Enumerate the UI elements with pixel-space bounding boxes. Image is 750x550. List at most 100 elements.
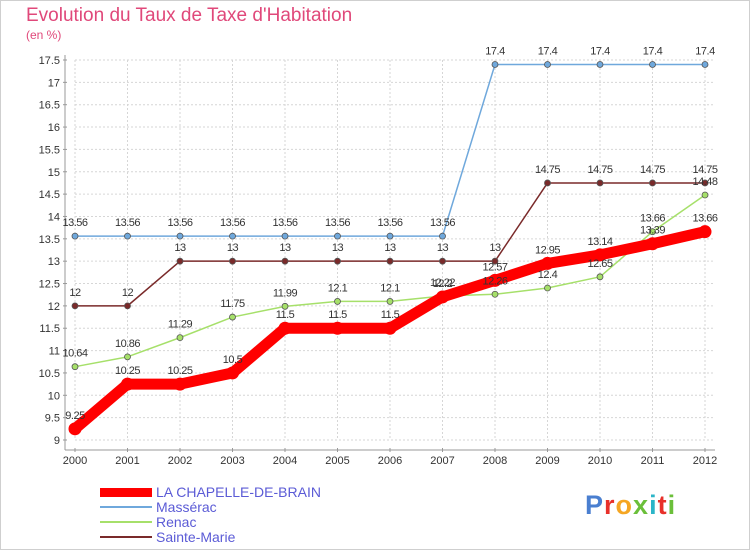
y-tick-label: 15 — [48, 167, 60, 179]
data-point — [278, 321, 292, 335]
data-point — [439, 257, 446, 265]
data-label: 13.56 — [167, 217, 192, 229]
data-label: 13 — [279, 242, 291, 254]
data-label: 10.25 — [115, 365, 140, 377]
proxiti-logo: Proxiti — [585, 490, 676, 521]
data-label: 13 — [227, 242, 239, 254]
legend-item: Renac — [100, 514, 196, 530]
y-tick-label: 17.5 — [39, 55, 60, 67]
chart-subtitle: (en %) — [26, 28, 62, 42]
data-label: 12.57 — [482, 261, 507, 273]
axes: 9 9.5 10 10.5 11 11.5 12 12.5 13 13.5 14 14.5 15 15.5… — [39, 55, 717, 467]
data-point — [334, 232, 341, 240]
logo-letter: P — [585, 490, 605, 520]
x-tick-label: 2011 — [641, 455, 665, 467]
logo-letter: i — [649, 490, 658, 520]
x-tick-label: 2005 — [325, 455, 349, 467]
data-label: 13.56 — [220, 217, 245, 229]
data-label: 17.4 — [538, 45, 558, 57]
y-tick-label: 11.5 — [39, 323, 60, 335]
data-point — [383, 321, 397, 335]
data-label: 12 — [69, 287, 81, 299]
data-point — [544, 61, 551, 68]
data-point — [436, 290, 449, 304]
data-label: 12.26 — [482, 275, 507, 287]
data-point — [176, 232, 184, 240]
x-tick-label: 2010 — [588, 455, 612, 467]
data-label: 12.65 — [587, 258, 612, 270]
data-label: 12.4 — [538, 269, 558, 281]
y-tick-label: 15.5 — [39, 144, 60, 156]
data-point — [386, 298, 394, 305]
data-label: 13 — [384, 242, 396, 254]
data-label: 10.86 — [115, 338, 140, 350]
data-label: 11.75 — [220, 298, 245, 310]
data-label: 13.56 — [62, 217, 87, 229]
data-label: 12.1 — [328, 282, 348, 294]
y-tick-label: 11 — [49, 346, 60, 358]
data-label: 13.66 — [692, 213, 717, 225]
data-label: 12.95 — [535, 244, 560, 256]
logo-letter: t — [657, 490, 668, 520]
data-point — [649, 228, 656, 236]
x-tick-label: 2007 — [430, 455, 454, 467]
data-label: 14.75 — [640, 164, 665, 176]
data-label: 13 — [489, 242, 501, 254]
legend-item: Sainte-Marie — [100, 529, 235, 545]
data-point — [386, 257, 394, 265]
data-point — [596, 273, 604, 281]
data-point — [593, 248, 607, 262]
series-lines — [68, 61, 712, 436]
data-label: 14.75 — [587, 164, 612, 176]
y-tick-label: 14.5 — [39, 189, 60, 201]
legend-swatch — [100, 536, 152, 538]
x-tick-label: 2006 — [378, 455, 402, 467]
y-tick-label: 16.5 — [39, 100, 60, 112]
logo-letter: o — [615, 490, 634, 520]
y-tick-label: 9 — [54, 435, 60, 447]
data-label: 13.56 — [430, 217, 455, 229]
data-label: 11.5 — [328, 309, 347, 321]
data-point — [334, 257, 341, 265]
data-point — [596, 61, 604, 68]
data-point — [544, 284, 551, 292]
data-label: 13.66 — [640, 213, 665, 225]
logo-letter: i — [667, 490, 677, 520]
y-tick-label: 9.5 — [45, 413, 60, 425]
data-label: 12 — [122, 287, 134, 299]
x-tick-label: 2002 — [168, 455, 192, 467]
data-label: 11.29 — [168, 319, 193, 331]
data-label: 10.5 — [223, 354, 243, 366]
data-label: 17.4 — [643, 45, 663, 57]
data-point — [176, 334, 184, 342]
data-label: 13.56 — [272, 217, 297, 229]
data-point — [649, 179, 656, 187]
legend-label: Massérac — [156, 499, 217, 515]
y-tick-label: 13 — [48, 256, 60, 268]
logo-letter: r — [604, 490, 616, 520]
data-point — [596, 179, 604, 187]
data-point — [124, 232, 131, 240]
data-label: 13.39 — [640, 225, 665, 237]
data-point — [176, 257, 184, 265]
legend-item: Massérac — [100, 499, 217, 515]
legend-swatch — [100, 506, 152, 508]
data-point — [646, 237, 659, 251]
legend-label: Renac — [156, 514, 197, 530]
data-label: 11.5 — [381, 309, 400, 321]
y-tick-label: 13.5 — [39, 234, 60, 246]
y-tick-label: 10.5 — [39, 368, 60, 380]
data-point — [71, 302, 79, 310]
data-point — [71, 363, 79, 371]
legend-label: Sainte-Marie — [156, 529, 236, 545]
x-tick-label: 2000 — [63, 455, 87, 467]
data-label: 13 — [174, 242, 186, 254]
x-tick-label: 2008 — [483, 455, 507, 467]
y-tick-label: 14 — [48, 211, 60, 223]
data-point — [488, 273, 502, 287]
data-label: 13 — [437, 242, 449, 254]
data-label: 12.1 — [380, 282, 400, 294]
data-point — [229, 313, 236, 321]
